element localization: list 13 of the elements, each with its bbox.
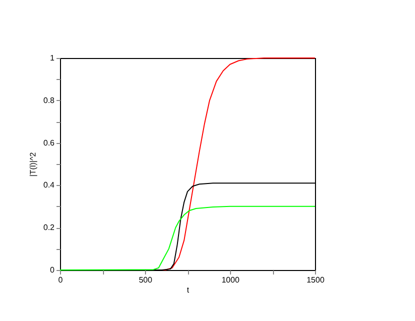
x-axis-title: t [186, 286, 190, 294]
y-tick-label: 0.6 [43, 138, 56, 148]
x-tick-label: 500 [138, 276, 153, 284]
y-tick-label: 0.4 [43, 180, 56, 190]
line-series [60, 206, 316, 270]
x-tick-label: 1000 [222, 276, 240, 284]
y-axis-title: |T(l)|^2 [28, 152, 38, 177]
y-tick-label: 0 [50, 266, 56, 274]
x-tick-label: 0 [58, 276, 64, 284]
x-tick-label: 1500 [306, 276, 325, 284]
y-tick-label: 0.8 [43, 96, 56, 105]
y-tick-label: 1 [50, 54, 56, 62]
y-tick-label: 0.2 [43, 223, 56, 232]
